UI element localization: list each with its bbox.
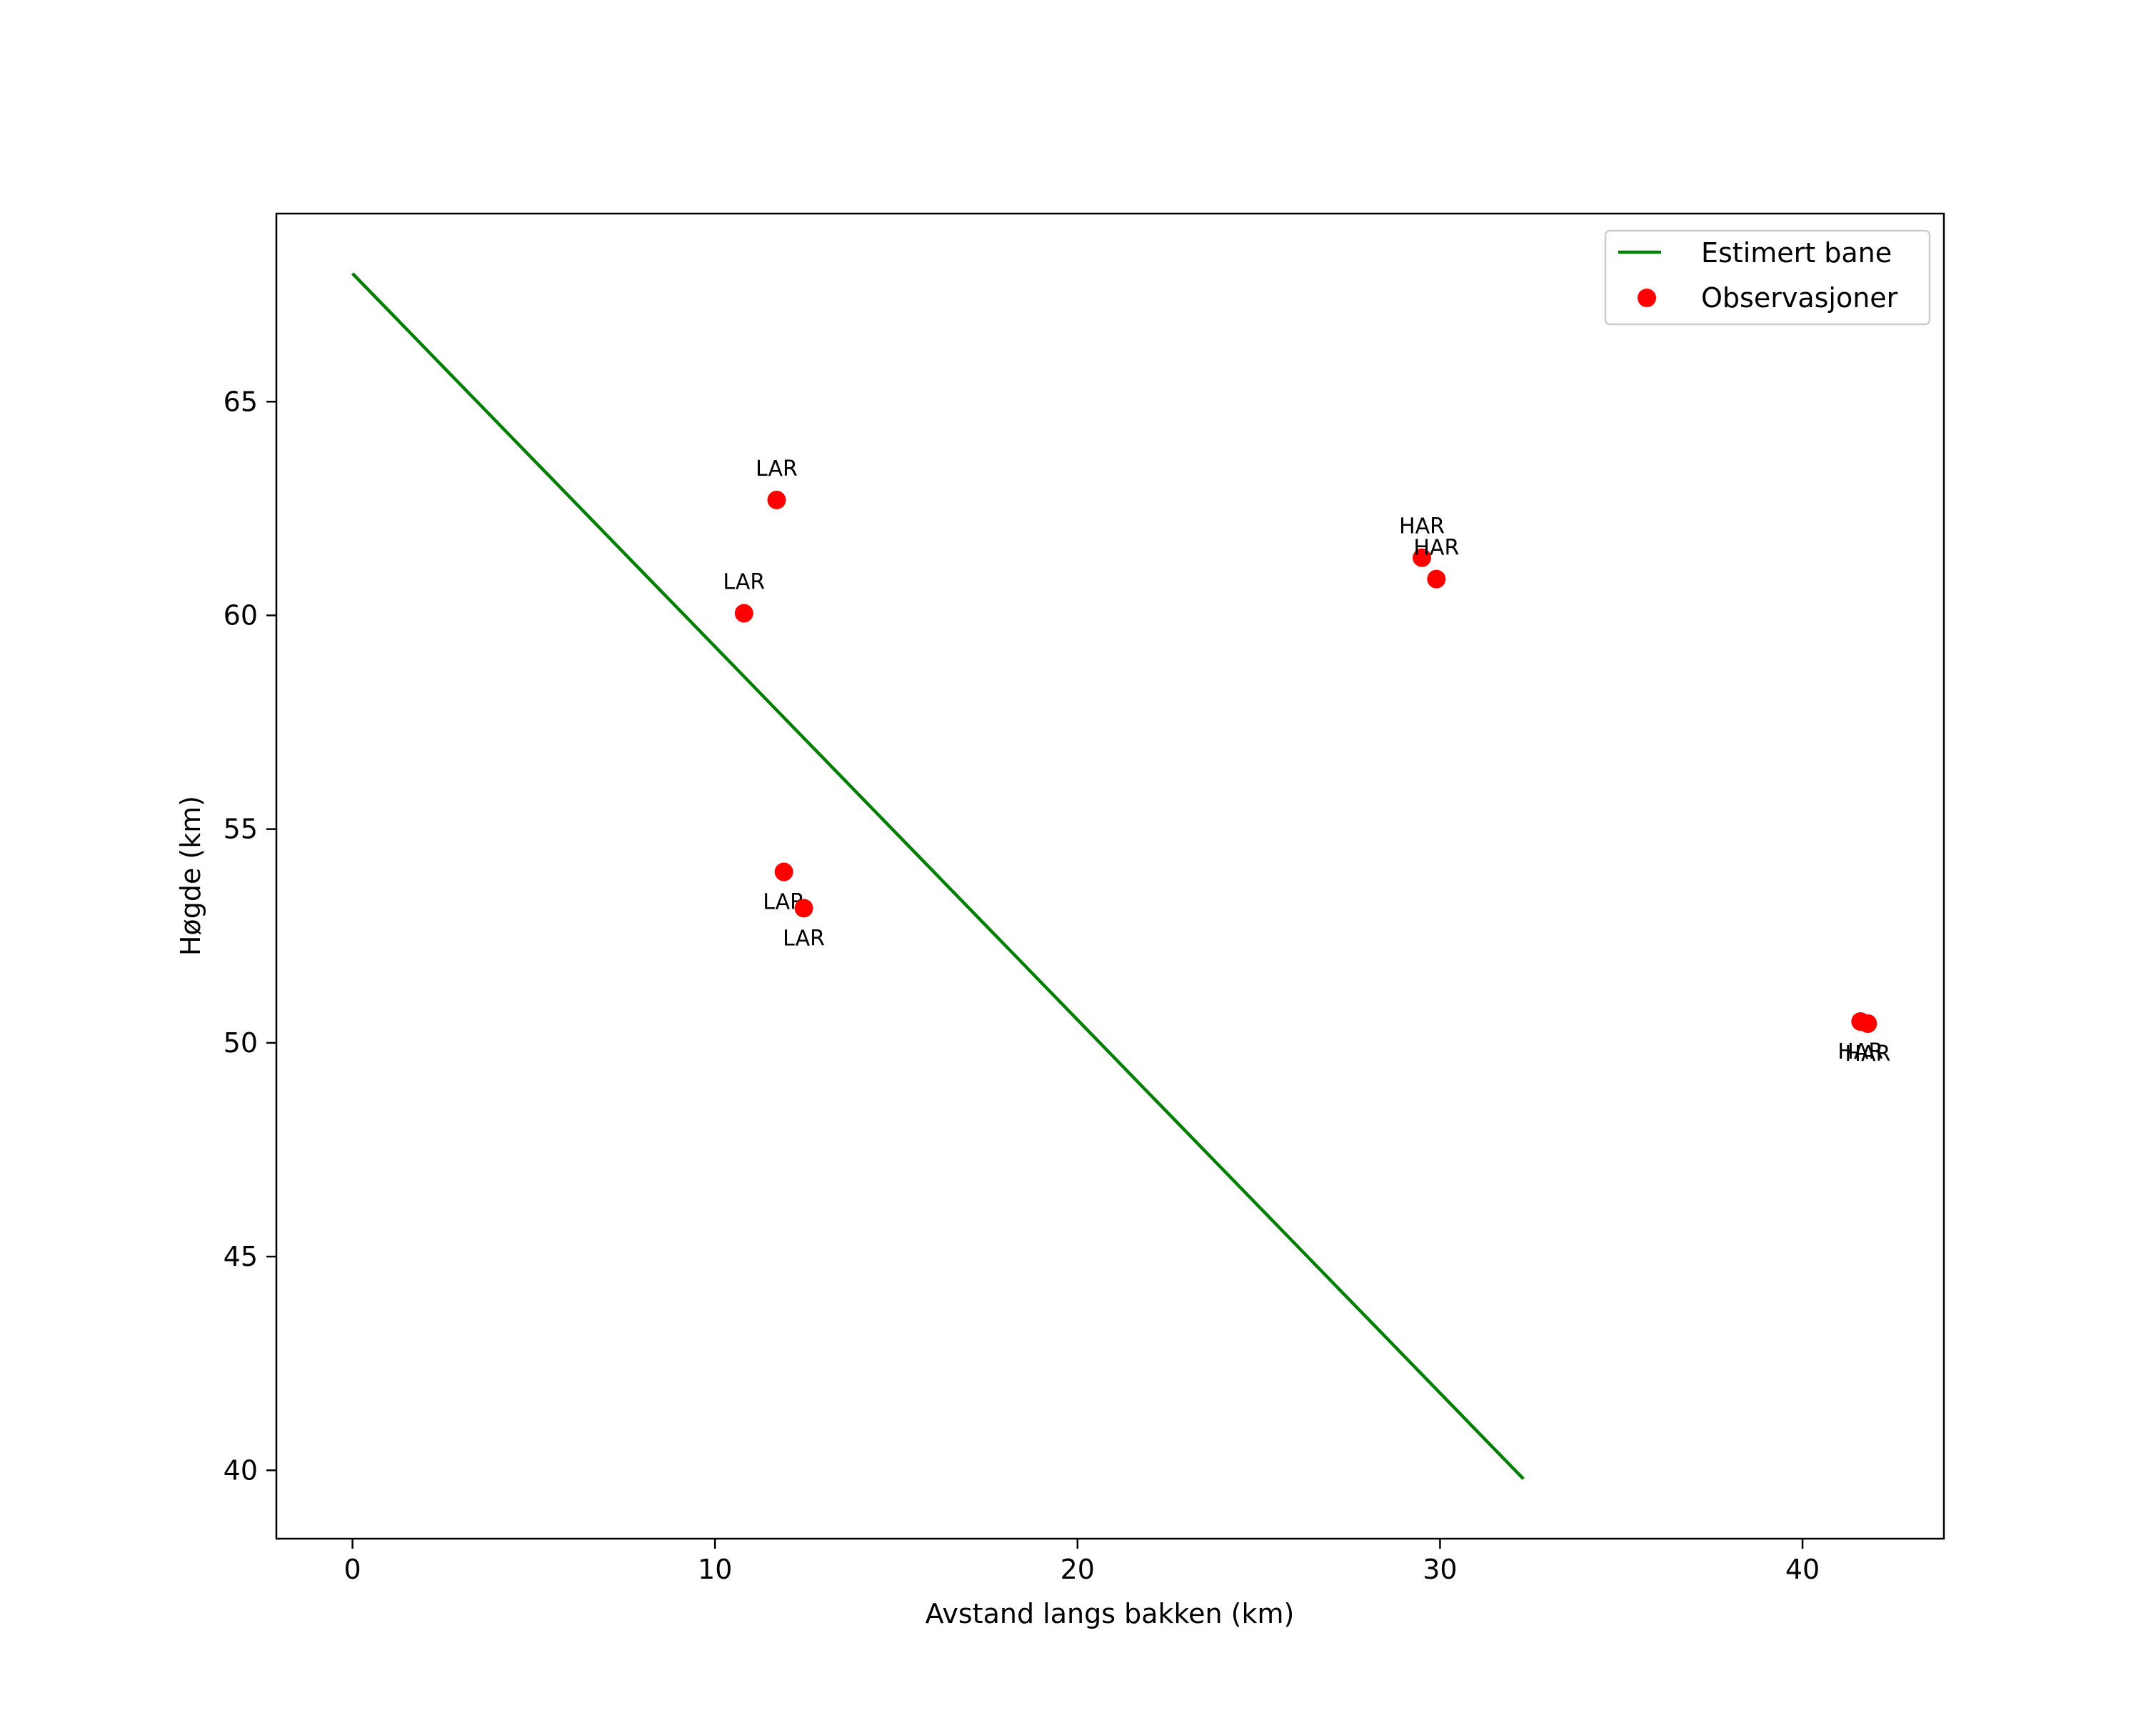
observation-point [1413, 548, 1432, 567]
x-tick-label: 20 [1061, 1554, 1095, 1585]
estimated-trajectory-line [351, 272, 1525, 1480]
legend-marker-swatch [1638, 289, 1656, 307]
legend: Estimert bane Observasjoner [1604, 229, 1931, 326]
observation-label: HAR [1399, 514, 1445, 539]
observation-point [1858, 1014, 1877, 1033]
y-tick-label: 45 [224, 1241, 258, 1272]
x-tick-label: 30 [1423, 1554, 1457, 1585]
x-tick-label: 0 [344, 1554, 361, 1585]
y-tick-label: 60 [224, 599, 258, 631]
observation-label: LAR [783, 926, 825, 951]
observation-label: LAR [756, 456, 798, 481]
legend-label-observations: Observasjoner [1701, 282, 1898, 314]
observation-point [774, 862, 793, 882]
observation-point [1427, 569, 1446, 589]
observation-point [767, 490, 786, 509]
observation-point [734, 604, 753, 623]
observation-label: HAR [1845, 1042, 1890, 1067]
y-tick-label: 50 [224, 1027, 258, 1059]
y-tick-label: 55 [224, 814, 258, 845]
observation-label: HAR [1837, 1039, 1883, 1064]
y-axis-label: Høgde (km) [175, 796, 206, 956]
x-axis-label: Avstand langs bakken (km) [926, 1598, 1295, 1629]
observation-point [794, 899, 813, 918]
plot-frame [275, 212, 1945, 1540]
x-tick-label: 10 [698, 1554, 732, 1585]
legend-label-estimated: Estimert bane [1701, 237, 1892, 269]
observation-label: LAR [723, 569, 765, 594]
legend-box [1604, 229, 1931, 326]
x-tick-label: 40 [1785, 1554, 1820, 1585]
y-tick-label: 40 [224, 1454, 258, 1486]
observation-label: HAR [1413, 536, 1459, 561]
y-tick-label: 65 [224, 386, 258, 417]
